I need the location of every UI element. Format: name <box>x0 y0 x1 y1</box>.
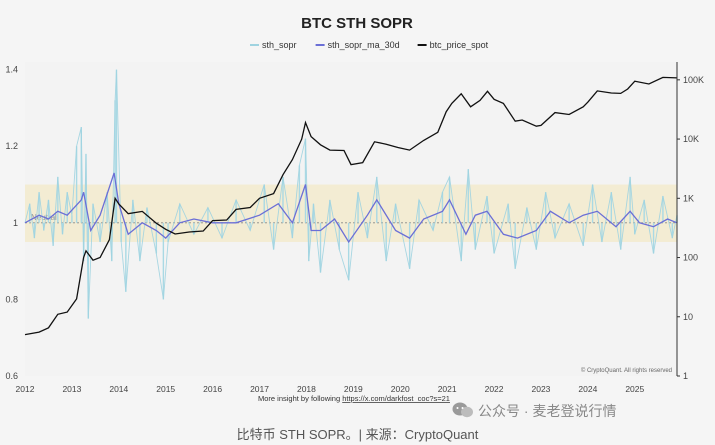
y-right-tick-10k: 10K <box>683 134 699 144</box>
y-left-tick-1-2: 1.2 <box>5 141 18 151</box>
series-sth-sopr <box>24 69 678 319</box>
figure-caption: 比特币 STH SOPR。| 来源：CryptoQuant <box>236 427 479 442</box>
series-btc-price-spot <box>24 76 678 336</box>
copyright-text: © CryptoQuant. All rights reserved <box>581 367 672 374</box>
y-right-tick-10: 10 <box>683 312 693 322</box>
x-tick-2021: 2021 <box>438 384 457 394</box>
x-tick-2012: 2012 <box>16 384 35 394</box>
annotation-text: More insight by following https://x.com/… <box>258 394 450 403</box>
y-right-tick-100k: 100K <box>683 75 704 85</box>
x-tick-2025: 2025 <box>625 384 644 394</box>
chart: BTC STH SOPR sth_sopr sth_sopr_ma_30d btc_… <box>5 15 704 403</box>
y-left-tick-1: 1 <box>13 218 18 228</box>
x-tick-2018: 2018 <box>297 384 316 394</box>
x-tick-2014: 2014 <box>109 384 128 394</box>
annotation-prefix: More insight by following <box>258 394 342 403</box>
x-tick-2013: 2013 <box>62 384 81 394</box>
legend-item-btc-price-spot[interactable]: btc_price_spot <box>417 40 489 50</box>
y-left-tick-0-8: 0.8 <box>5 294 18 304</box>
chart-legend: sth_sopr sth_sopr_ma_30d btc_price_spot <box>250 40 489 50</box>
x-tick-2022: 2022 <box>485 384 504 394</box>
annotation-link[interactable]: https://x.com/darkfost_coc?s=21 <box>342 394 450 403</box>
x-tick-2024: 2024 <box>578 384 597 394</box>
y-left-tick-1-4: 1.4 <box>5 65 18 75</box>
x-tick-2017: 2017 <box>250 384 269 394</box>
series-sth-sopr-ma-30d <box>24 172 678 244</box>
chart-title: BTC STH SOPR <box>301 15 413 32</box>
legend-label: sth_sopr <box>262 40 297 50</box>
x-tick-2015: 2015 <box>156 384 175 394</box>
legend-item-sth-sopr[interactable]: sth_sopr <box>250 40 297 50</box>
y-right-tick-1k: 1K <box>683 193 694 203</box>
brand-text: 公众号 · 麦老登说行情 <box>478 403 617 419</box>
x-tick-2016: 2016 <box>203 384 222 394</box>
x-tick-2019: 2019 <box>344 384 363 394</box>
brand-watermark: 公众号 · 麦老登说行情 <box>452 401 616 421</box>
y-right-tick-100: 100 <box>683 253 698 263</box>
wechat-icon <box>452 402 473 418</box>
legend-label: sth_sopr_ma_30d <box>328 40 400 50</box>
x-tick-2023: 2023 <box>532 384 551 394</box>
legend-label: btc_price_spot <box>430 40 489 50</box>
legend-item-sth-sopr-ma-30d[interactable]: sth_sopr_ma_30d <box>315 40 400 50</box>
y-right-tick-1: 1 <box>683 371 688 381</box>
y-left-tick-0-6: 0.6 <box>5 371 18 381</box>
x-tick-2020: 2020 <box>391 384 410 394</box>
